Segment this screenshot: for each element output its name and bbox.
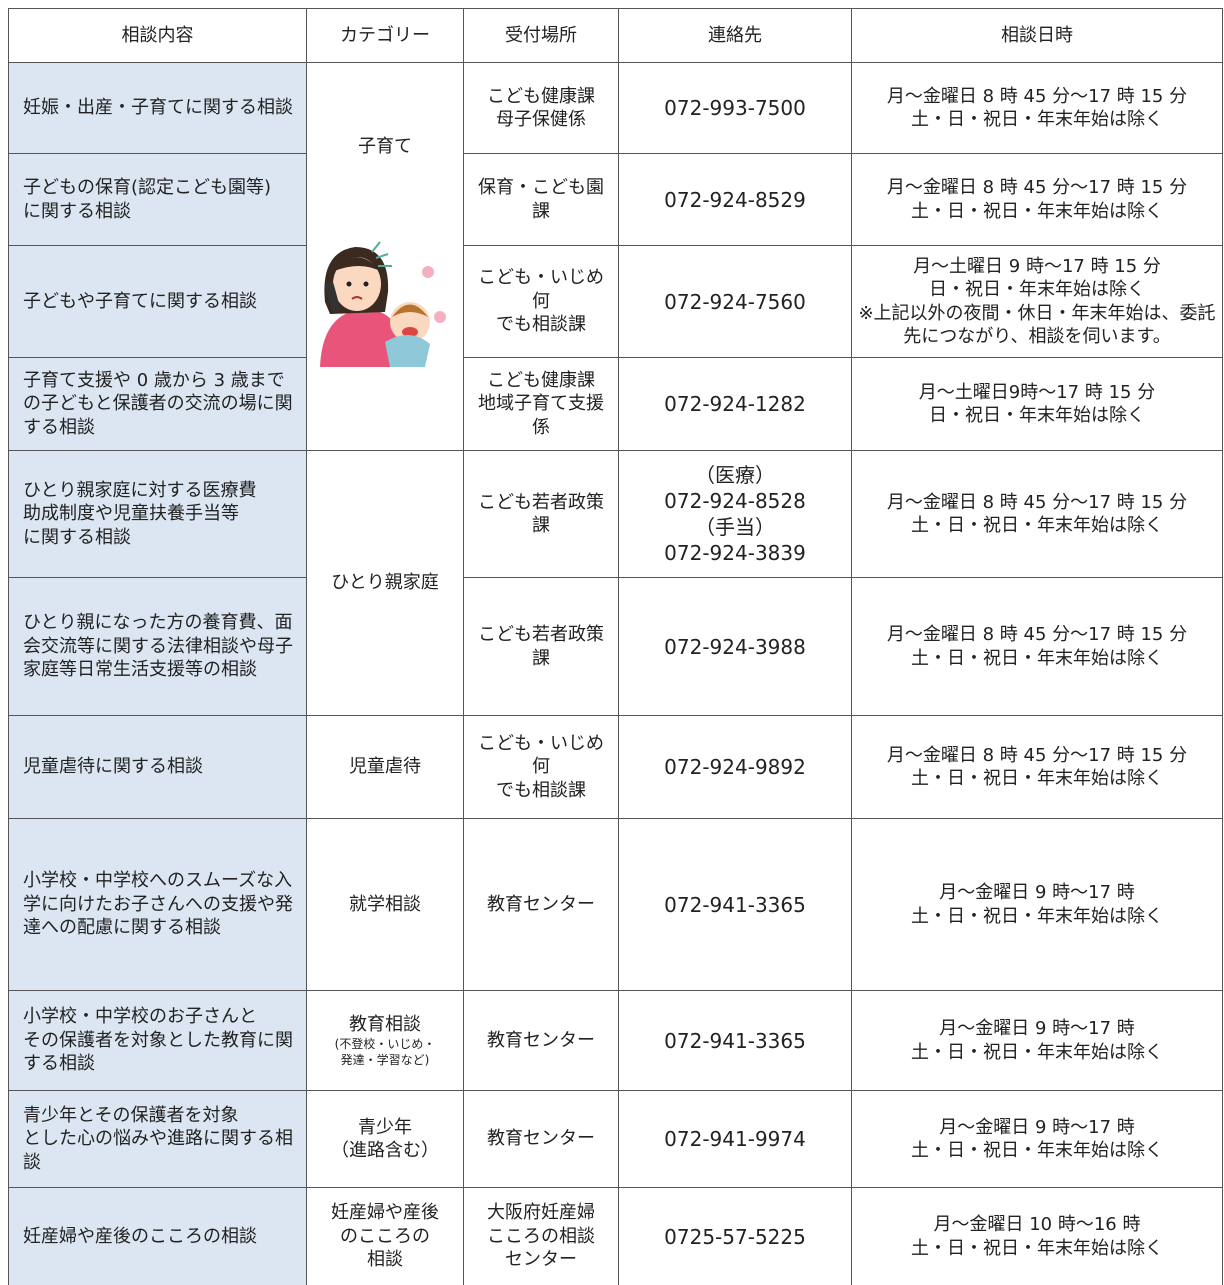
consultation-content: 小学校・中学校のお子さんと その保護者を対象とした教育に関する相談: [8, 990, 307, 1091]
consultation-hours: 月～金曜日 8 時 45 分～17 時 15 分 土・日・祝日・年末年始は除く: [851, 577, 1223, 716]
consultation-hours: 月～金曜日 10 時～16 時 土・日・祝日・年末年始は除く: [851, 1187, 1223, 1285]
reception-place: 教育センター: [463, 990, 619, 1091]
category: 教育相談: [349, 1013, 421, 1035]
reception-place: こども・いじめ何 でも相談課: [463, 245, 619, 358]
table-row: 小学校・中学校へのスムーズな入学に向けたお子さんへの支援や発達への配慮に関する相…: [8, 818, 1223, 991]
table-row: 小学校・中学校のお子さんと その保護者を対象とした教育に関する相談 教育相談 (不登…: [8, 990, 1223, 1091]
table-body: 妊娠・出産・子育てに関する相談子育て こども健康課 母子保健係 072-993-75…: [8, 62, 1223, 1285]
category-cell: 青少年 （進路含む）: [306, 1090, 464, 1188]
category: 子育て: [358, 136, 412, 157]
consultation-content: 妊産婦や産後のこころの相談: [8, 1187, 307, 1285]
category-note: (不登校・いじめ・ 発達・学習など): [334, 1037, 436, 1068]
contact-number: 072-993-7500: [618, 62, 852, 154]
contact-number: 0725-57-5225: [618, 1187, 852, 1285]
table-row: 子どもの保育(認定こども園等) に関する相談 保育・こども園課 072-924-85…: [8, 153, 1223, 246]
table-row: ひとり親になった方の養育費、面会交流等に関する法律相談や母子家庭等日常生活支援等…: [8, 577, 1223, 716]
consultation-hours: 月～金曜日 9 時～17 時 土・日・祝日・年末年始は除く: [851, 818, 1223, 991]
contact-number: 072-924-1282: [618, 357, 852, 451]
table-row: 妊娠・出産・子育てに関する相談子育て こども健康課 母子保健係 072-993-75…: [8, 62, 1223, 451]
contact-number: 072-941-3365: [618, 990, 852, 1091]
illustration: [320, 241, 446, 367]
consultation-hours: 月～金曜日 8 時 45 分～17 時 15 分 土・日・祝日・年末年始は除く: [851, 450, 1223, 578]
consultation-content: 児童虐待に関する相談: [8, 715, 307, 819]
consultation-content: 青少年とその保護者を対象 とした心の悩みや進路に関する相談: [8, 1090, 307, 1188]
category-cell: 就学相談: [306, 818, 464, 991]
consultation-hours: 月～土曜日 9 時～17 時 15 分 日・祝日・年末年始は除く ※上記以外の夜…: [851, 245, 1223, 358]
consultation-content: 子どもの保育(認定こども園等) に関する相談: [8, 153, 307, 246]
consultation-hours: 月～金曜日 8 時 45 分～17 時 15 分 土・日・祝日・年末年始は除く: [851, 153, 1223, 246]
category-cell: ひとり親家庭: [306, 450, 464, 716]
reception-place: こども健康課 地域子育て支援係: [463, 357, 619, 451]
consultation-content: 子どもや子育てに関する相談: [8, 245, 307, 358]
category: 児童虐待: [349, 756, 421, 778]
consultation-content: ひとり親になった方の養育費、面会交流等に関する法律相談や母子家庭等日常生活支援等…: [8, 577, 307, 716]
header-cell: 連絡先: [618, 8, 852, 63]
reception-place: 教育センター: [463, 1090, 619, 1188]
table-row: 妊産婦や産後のこころの相談 妊産婦や産後 のこころの 相談 大阪府妊産婦 こころの相…: [8, 1187, 1223, 1285]
contact-number: 072-941-3365: [618, 818, 852, 991]
header-cell: 相談内容: [8, 8, 307, 63]
category-cell: 妊産婦や産後 のこころの 相談: [306, 1187, 464, 1285]
consultation-content: 子育て支援や 0 歳から 3 歳までの子どもと保護者の交流の場に関する相談: [8, 357, 307, 451]
table-row: 青少年とその保護者を対象 とした心の悩みや進路に関する相談 青少年 （進路含む） 教…: [8, 1090, 1223, 1188]
consultation-hours: 月～金曜日 8 時 45 分～17 時 15 分 土・日・祝日・年末年始は除く: [851, 715, 1223, 819]
contact-number: 072-924-8529: [618, 153, 852, 246]
contact-number: 072-924-3988: [618, 577, 852, 716]
category-cell: 児童虐待: [306, 715, 464, 819]
reception-place: 教育センター: [463, 818, 619, 991]
consultation-content: ひとり親家庭に対する医療費 助成制度や児童扶養手当等 に関する相談: [8, 450, 307, 578]
category: 青少年 （進路含む）: [331, 1116, 439, 1161]
table-row: 子育て支援や 0 歳から 3 歳までの子どもと保護者の交流の場に関する相談 こども…: [8, 357, 1223, 451]
reception-place: こども若者政策課: [463, 450, 619, 578]
consultation-content: 妊娠・出産・子育てに関する相談: [8, 62, 307, 154]
category-cell: 教育相談 (不登校・いじめ・ 発達・学習など): [306, 990, 464, 1091]
contact-number: （医療） 072-924-8528 （手当） 072-924-3839: [618, 450, 852, 578]
table-row: 児童虐待に関する相談 児童虐待 こども・いじめ何 でも相談課 072-924-9892…: [8, 715, 1223, 819]
consultation-hours: 月～金曜日 8 時 45 分～17 時 15 分 土・日・祝日・年末年始は除く: [851, 62, 1223, 154]
table-row: ひとり親家庭に対する医療費 助成制度や児童扶養手当等 に関する相談ひとり親家庭 こ…: [8, 450, 1223, 716]
contact-number: 072-941-9974: [618, 1090, 852, 1188]
consultation-content: 小学校・中学校へのスムーズな入学に向けたお子さんへの支援や発達への配慮に関する相…: [8, 818, 307, 991]
header-row: 相談内容 カテゴリー 受付場所 連絡先 相談日時: [8, 8, 1223, 63]
header-cell: 相談日時: [851, 8, 1223, 63]
header-cell: カテゴリー: [306, 8, 464, 63]
reception-place: 保育・こども園課: [463, 153, 619, 246]
category-cell: 子育て: [306, 62, 464, 451]
category: 就学相談: [349, 893, 421, 915]
reception-place: 大阪府妊産婦 こころの相談 センター: [463, 1187, 619, 1285]
contact-number: 072-924-9892: [618, 715, 852, 819]
reception-place: こども若者政策課: [463, 577, 619, 716]
consultation-table: 相談内容 カテゴリー 受付場所 連絡先 相談日時 妊娠・出産・子育てに関する相談 子育てこ…: [8, 8, 1223, 1285]
consultation-hours: 月～土曜日9時～17 時 15 分 日・祝日・年末年始は除く: [851, 357, 1223, 451]
consultation-hours: 月～金曜日 9 時～17 時 土・日・祝日・年末年始は除く: [851, 1090, 1223, 1188]
category: 妊産婦や産後 のこころの 相談: [331, 1202, 439, 1271]
table-row: 子どもや子育てに関する相談 こども・いじめ何 でも相談課 072-924-7560 月…: [8, 245, 1223, 358]
reception-place: こども・いじめ何 でも相談課: [463, 715, 619, 819]
header-cell: 受付場所: [463, 8, 619, 63]
reception-place: こども健康課 母子保健係: [463, 62, 619, 154]
consultation-hours: 月～金曜日 9 時～17 時 土・日・祝日・年末年始は除く: [851, 990, 1223, 1091]
contact-number: 072-924-7560: [618, 245, 852, 358]
category: ひとり親家庭: [331, 572, 439, 594]
